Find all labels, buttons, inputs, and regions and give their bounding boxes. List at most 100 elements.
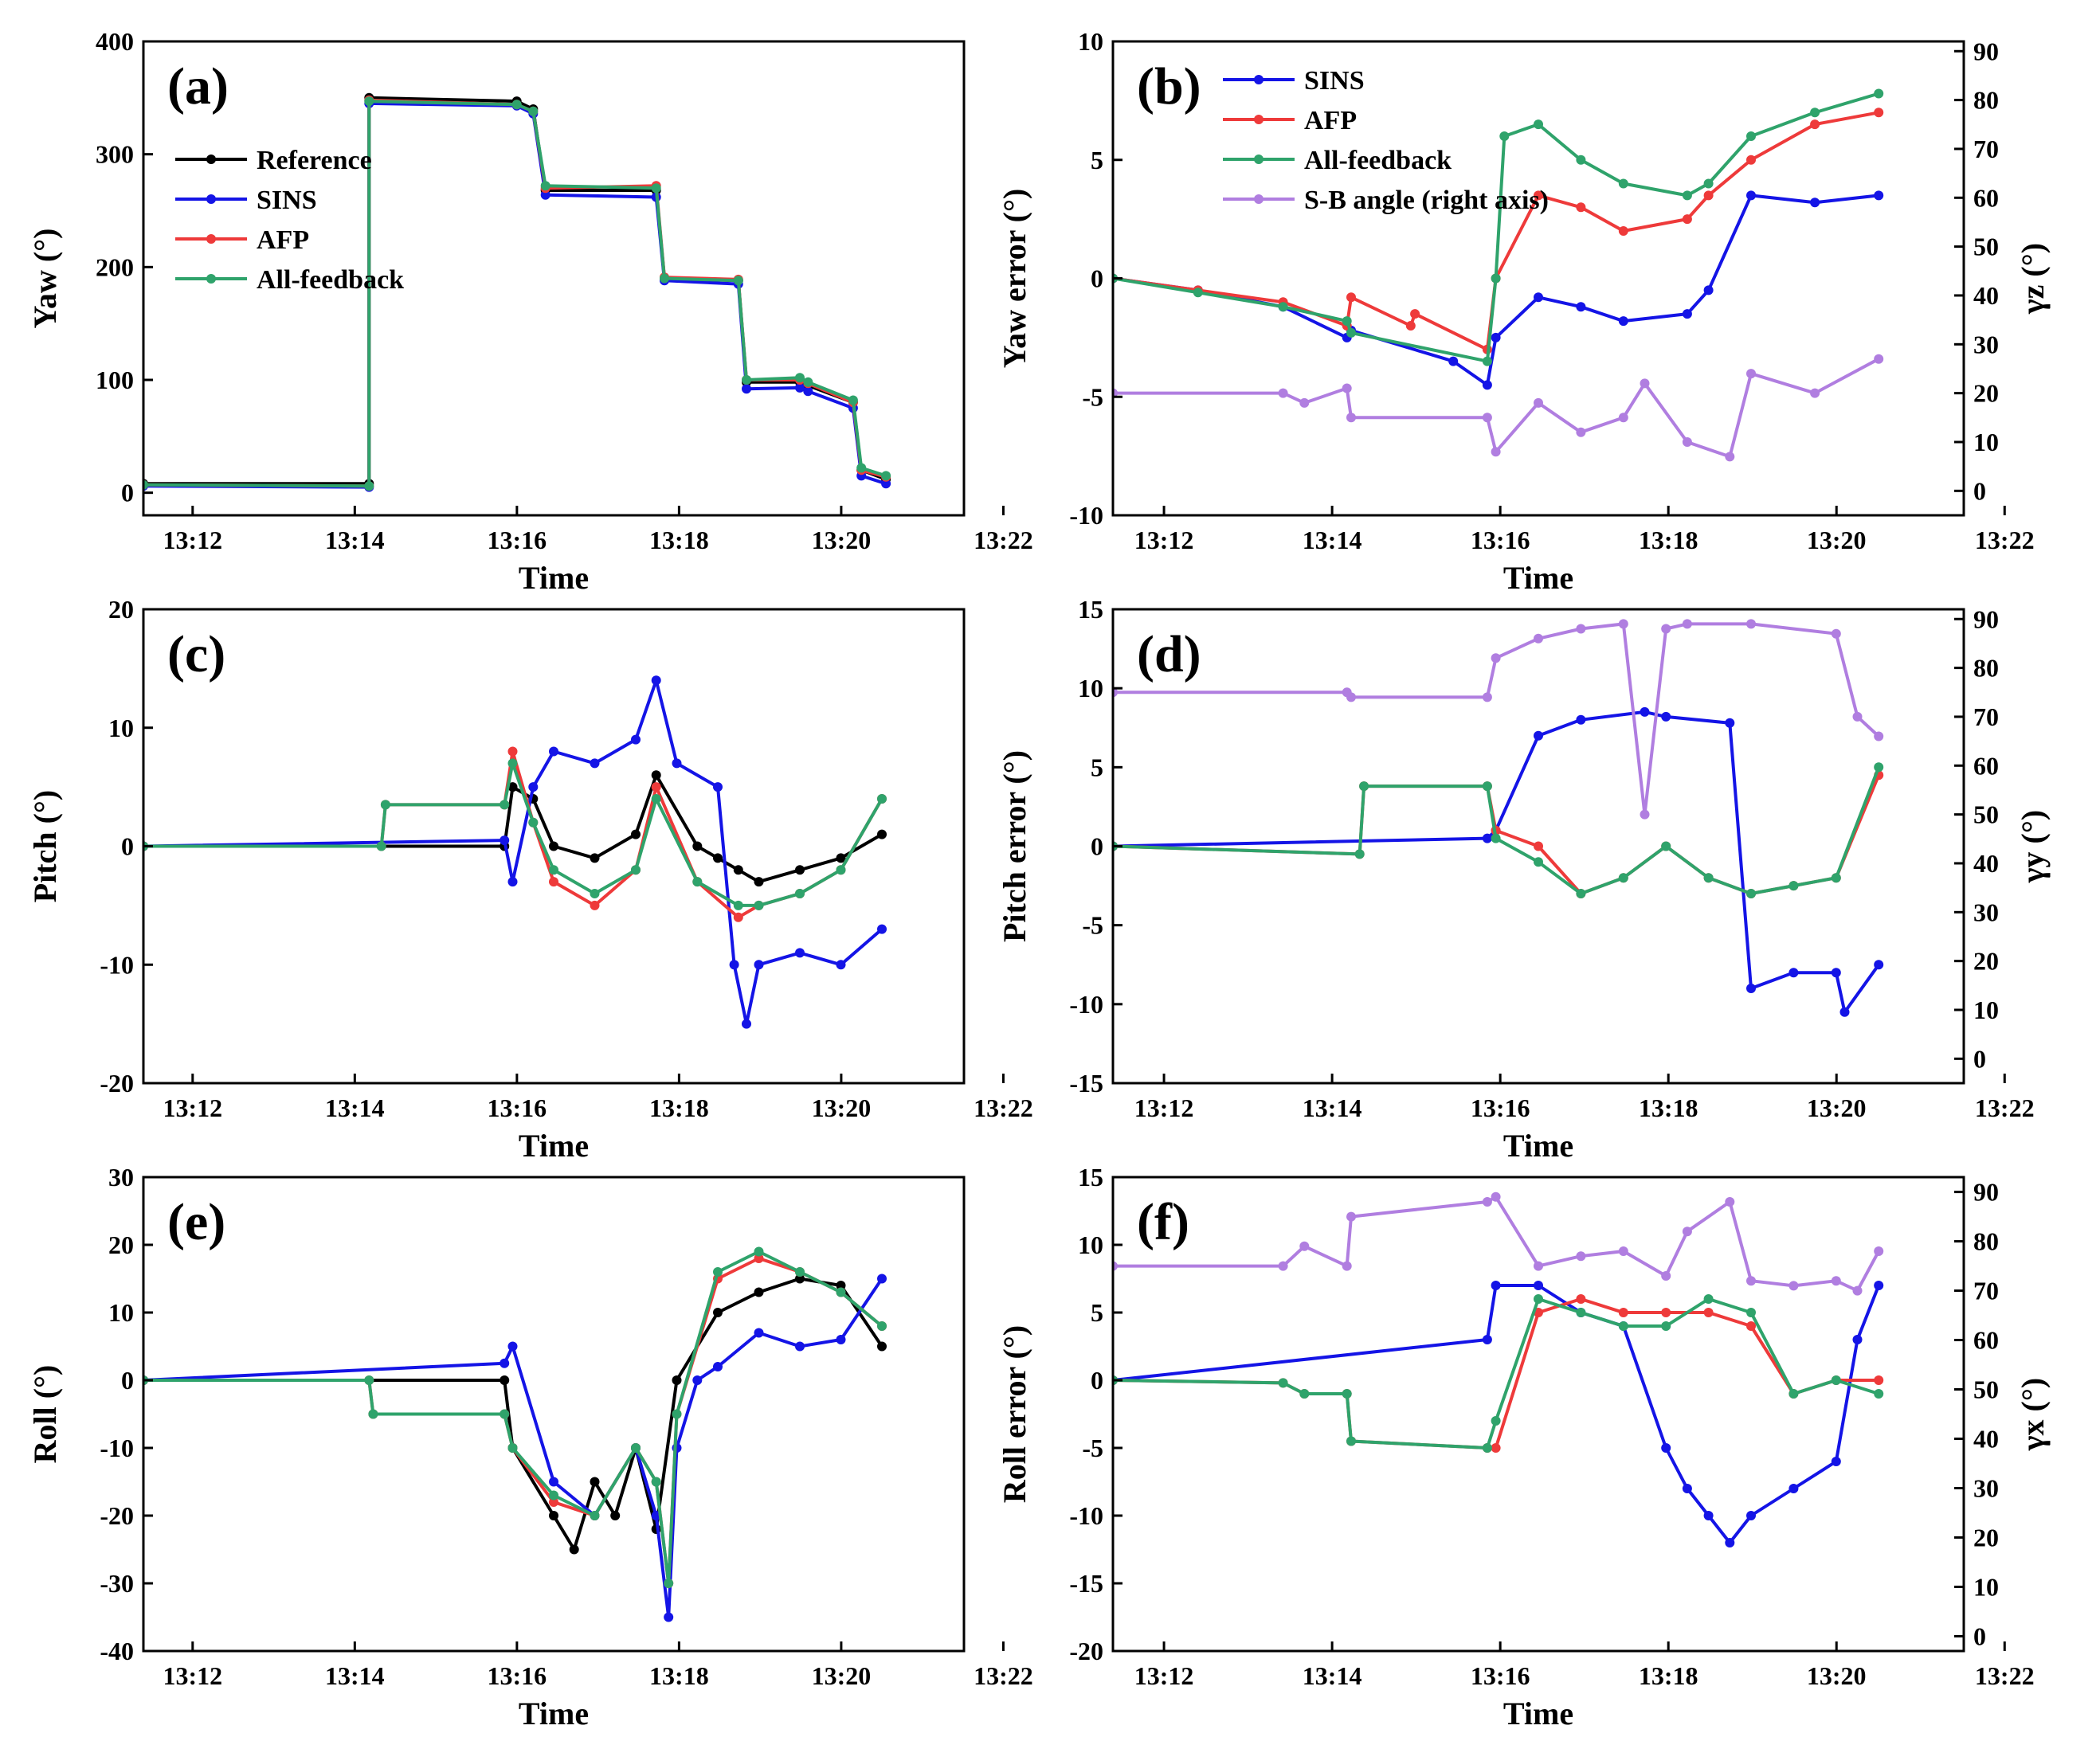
data-point-reference	[795, 1274, 805, 1284]
series-group	[143, 675, 887, 1029]
data-point-sins	[549, 1477, 558, 1487]
data-point-afp	[1405, 321, 1416, 331]
data-point-s-b-angle-right-axis	[1491, 1191, 1501, 1202]
data-point-s-b-angle-right-axis	[1576, 1251, 1586, 1262]
legend-label: S-B angle (right axis)	[1304, 186, 1549, 215]
data-point-all-feedback	[631, 865, 641, 875]
y2-tick-label: 70	[1973, 1277, 1999, 1305]
series-group	[143, 1246, 887, 1622]
data-point-all-feedback	[1342, 1389, 1352, 1399]
data-point-all-feedback	[1746, 1308, 1756, 1317]
data-point-all-feedback	[1299, 1389, 1310, 1399]
y-axis-label: Yaw error (°)	[997, 189, 1032, 369]
data-point-all-feedback	[795, 1267, 805, 1277]
x-tick-label: 13:20	[812, 526, 872, 554]
data-point-sins	[1789, 1484, 1799, 1493]
y-tick-label: 10	[1078, 27, 1103, 56]
y2-tick-label: 20	[1973, 947, 1999, 976]
x-tick-label: 13:16	[1471, 1661, 1530, 1690]
data-point-all-feedback	[651, 794, 661, 804]
data-point-all-feedback	[1482, 356, 1492, 366]
data-point-s-b-angle-right-axis	[1661, 624, 1671, 634]
data-point-sins	[651, 675, 661, 686]
x-axis-label: Time	[519, 1696, 589, 1731]
data-point-sins	[664, 1612, 674, 1622]
panel-label: (e)	[167, 1193, 225, 1251]
data-point-sins	[1576, 714, 1586, 725]
y-tick-label: -20	[1069, 1637, 1103, 1665]
series-line-reference	[143, 1277, 883, 1551]
series-line-sins	[1113, 194, 1879, 387]
series-line-afp	[143, 1257, 883, 1585]
data-point-all-feedback	[848, 395, 858, 405]
data-point-all-feedback	[528, 106, 539, 116]
data-point-all-feedback	[1359, 781, 1369, 792]
legend-marker	[206, 274, 216, 284]
data-point-reference	[590, 1477, 600, 1487]
data-point-all-feedback	[692, 877, 703, 887]
series-line-sins	[1113, 710, 1880, 1014]
y-tick-label: -5	[1082, 911, 1103, 940]
data-point-s-b-angle-right-axis	[1346, 413, 1356, 423]
data-point-sins	[877, 1274, 887, 1284]
x-tick-label: 13:20	[1807, 1661, 1867, 1690]
data-point-sins	[1482, 380, 1492, 390]
y-tick-label: -20	[100, 1069, 134, 1097]
data-point-reference	[590, 853, 600, 863]
series-line-s-b-angle-right-axis	[1113, 1195, 1880, 1293]
panel-e: 13:12 13:14 13:16 13:18 13:20 13:22 Time -40 -30…	[27, 1163, 1033, 1731]
series-group	[1113, 88, 1884, 462]
data-point-all-feedback	[1789, 1389, 1799, 1399]
data-point-sins	[1874, 190, 1884, 201]
data-point-s-b-angle-right-axis	[1534, 397, 1543, 408]
y-tick-label: 15	[1078, 595, 1103, 624]
panel-label: (c)	[167, 625, 225, 683]
series-line-reference	[143, 96, 887, 486]
x-tick-label: 13:14	[1303, 1094, 1362, 1122]
panel-d: 13:12 13:14 13:16 13:18 13:20 13:22 Time -15 -10…	[997, 595, 2051, 1164]
data-point-reference	[672, 1375, 682, 1385]
panel-f: 13:12 13:14 13:16 13:18 13:20 13:22 Time -20 -15…	[997, 1163, 2051, 1731]
data-point-all-feedback	[836, 865, 846, 875]
data-point-s-b-angle-right-axis	[1852, 1285, 1863, 1296]
series-line-sins	[143, 679, 883, 1026]
data-point-sins	[795, 1341, 805, 1352]
y-tick-label: 400	[96, 27, 134, 56]
data-point-sins	[836, 1335, 846, 1344]
y2-tick-label: 20	[1973, 1523, 1999, 1551]
data-point-afp	[1874, 108, 1884, 118]
series-line-s-b-angle-right-axis	[1113, 622, 1880, 816]
data-point-all-feedback	[651, 183, 661, 194]
data-point-reference	[713, 853, 723, 863]
data-point-all-feedback	[836, 1287, 846, 1297]
data-point-all-feedback	[1874, 88, 1884, 99]
x-tick-label: 13:16	[488, 1094, 547, 1122]
x-tick-label: 13:16	[1471, 1094, 1530, 1122]
legend-label: Reference	[257, 146, 372, 175]
data-point-all-feedback	[1746, 131, 1756, 141]
x-tick-label: 13:20	[812, 1094, 872, 1122]
y2-tick-label: 30	[1973, 1473, 1999, 1502]
x-tick-label: 13:16	[488, 526, 547, 554]
data-point-afp	[1746, 155, 1756, 165]
data-point-s-b-angle-right-axis	[1831, 628, 1841, 639]
y-tick-label: 10	[1078, 674, 1103, 702]
series-line-afp	[143, 749, 883, 919]
series-line-all-feedback	[143, 1250, 883, 1585]
x-tick-label: 13:12	[1134, 526, 1194, 554]
data-point-afp	[1576, 202, 1586, 213]
y-tick-label: -10	[1069, 990, 1103, 1019]
data-point-s-b-angle-right-axis	[1682, 1227, 1692, 1237]
data-point-all-feedback	[511, 100, 522, 110]
data-point-s-b-angle-right-axis	[1482, 1197, 1492, 1207]
data-point-all-feedback	[1278, 1378, 1288, 1388]
data-point-sins	[1831, 1457, 1841, 1466]
y-tick-label: -10	[1069, 501, 1103, 530]
legend-label: AFP	[1304, 106, 1357, 135]
legend-marker	[1254, 75, 1264, 84]
data-point-all-feedback	[754, 1246, 764, 1257]
data-point-all-feedback	[1831, 1375, 1841, 1385]
data-point-afp	[651, 782, 661, 792]
x-axis-label: Time	[519, 1128, 589, 1164]
series-line-s-b-angle-right-axis	[1113, 357, 1880, 459]
